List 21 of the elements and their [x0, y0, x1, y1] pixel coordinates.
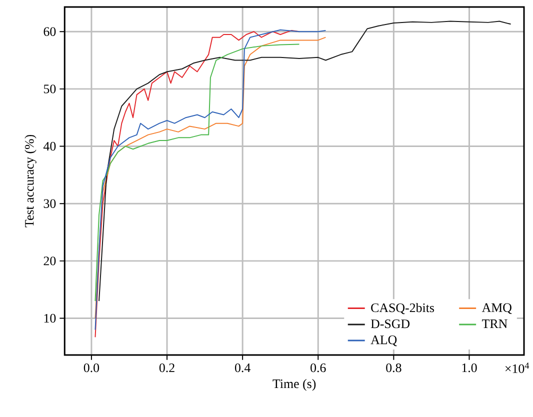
- x-axis-title: Time (s): [272, 379, 316, 391]
- y-tick-label: 60: [44, 27, 56, 36]
- x-tick-label: 1.0: [462, 364, 477, 372]
- x-tick-label: 0.0: [84, 364, 100, 372]
- x-tick-label: 0.6: [310, 364, 326, 372]
- y-tick-label: 20: [44, 256, 56, 266]
- legend-label: TRN: [482, 320, 508, 328]
- text: ×10$^{4}$: [505, 362, 530, 374]
- legend-label: ALQ: [370, 336, 397, 346]
- line-series: [94, 44, 300, 302]
- y-tick-label: 10: [44, 314, 56, 323]
- y-tick-label: 40: [43, 142, 56, 151]
- legend-label: AMQ: [482, 303, 512, 314]
- x-tick-label: 0.4: [234, 364, 250, 372]
- x-tick-label: 0.8: [386, 364, 402, 372]
- x-tick-label: 0.2: [159, 364, 174, 372]
- legend-label: D-SGD: [370, 320, 410, 328]
- y-tick-label: 50: [44, 84, 56, 94]
- y-tick-label: 30: [44, 199, 56, 208]
- legend-label: CASQ-2bits: [371, 303, 434, 314]
- y-axis-title: Test accuracy (%): [24, 135, 36, 228]
